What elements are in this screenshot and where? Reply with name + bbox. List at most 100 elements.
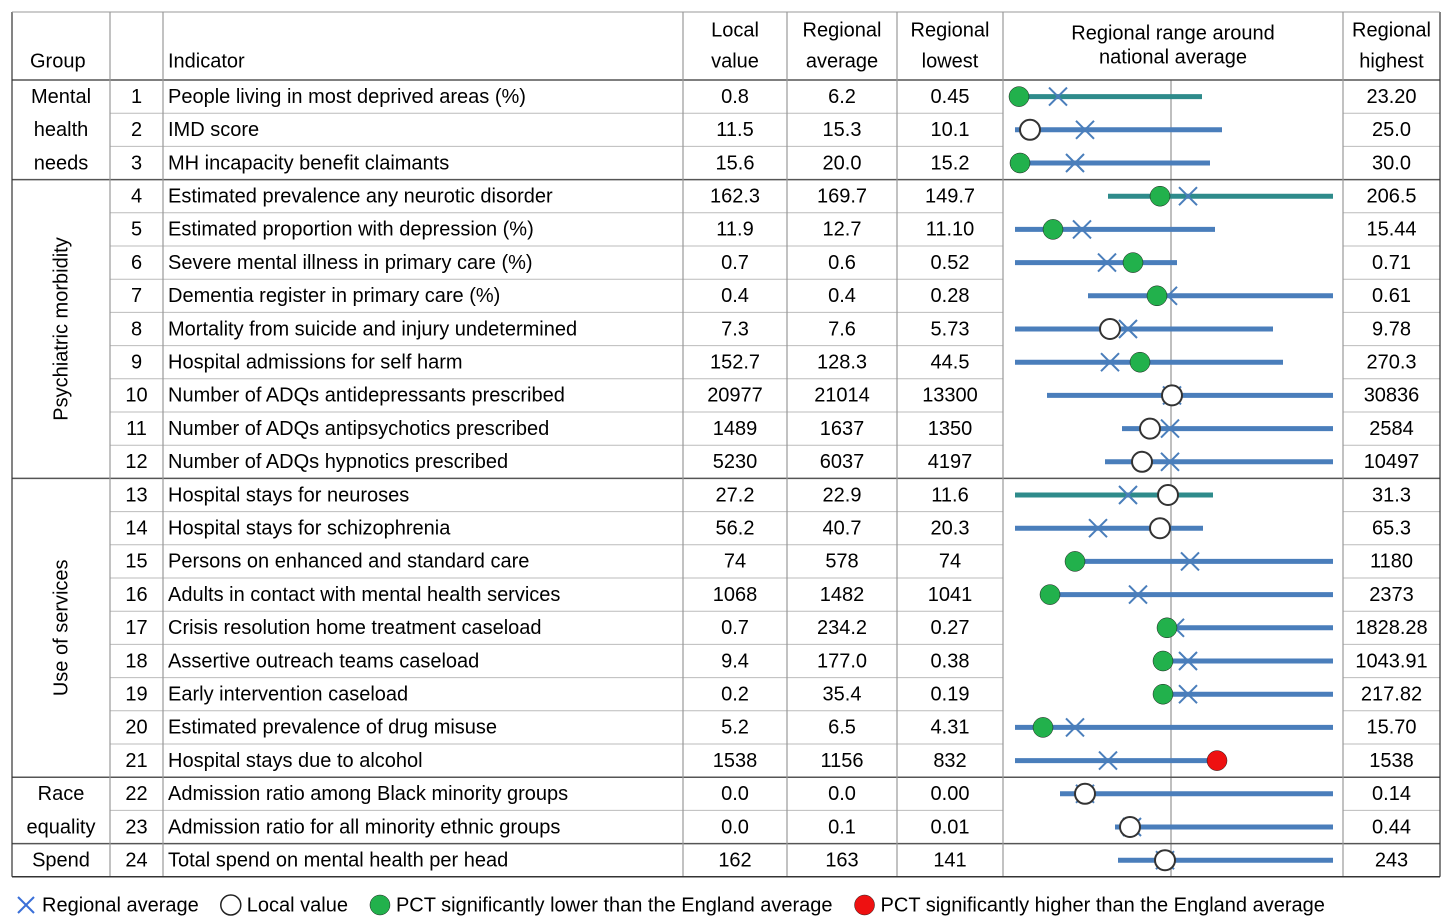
column-header: value xyxy=(711,50,759,72)
local-value-marker xyxy=(1152,683,1174,705)
indicator: Dementia register in primary care (%) xyxy=(168,285,500,307)
cell: 1156 xyxy=(820,750,863,772)
indicator: Admission ratio among Black minority gro… xyxy=(168,783,568,805)
local-value-marker xyxy=(1206,750,1228,771)
cell: 20977 xyxy=(707,385,763,407)
cell: 15.44 xyxy=(1366,219,1416,241)
cell: 234.2 xyxy=(817,617,867,639)
cell: 0.0 xyxy=(721,783,749,805)
local-value-marker xyxy=(1119,816,1141,838)
cell: 217.82 xyxy=(1361,683,1422,705)
indicator: MH incapacity benefit claimants xyxy=(168,152,449,174)
cell: 169.7 xyxy=(817,185,867,207)
cell: 12.7 xyxy=(823,219,862,241)
cell: 10497 xyxy=(1364,451,1420,473)
column-header: Regional xyxy=(911,19,990,41)
group-label: Use of services xyxy=(50,559,72,696)
legend-label: Regional average xyxy=(42,894,199,916)
cell: 6.2 xyxy=(828,86,856,108)
regional-average-marker xyxy=(1178,651,1198,671)
cell: 12 xyxy=(125,451,147,473)
cell: 578 xyxy=(825,551,858,573)
legend-icon xyxy=(17,896,35,914)
indicator: IMD score xyxy=(168,119,259,141)
regional-average-marker xyxy=(1128,584,1148,605)
cell: 0.52 xyxy=(931,252,970,274)
cell: 44.5 xyxy=(931,351,970,373)
cell: 0.6 xyxy=(828,252,856,274)
cell: 20 xyxy=(125,717,147,739)
cell: 1041 xyxy=(928,584,973,606)
cell: 20.3 xyxy=(931,517,970,539)
cell: 0.7 xyxy=(721,252,749,274)
local-value-marker xyxy=(1064,551,1086,572)
cell: 5230 xyxy=(713,451,758,473)
regional-average-marker xyxy=(1178,186,1198,206)
cell: 1482 xyxy=(820,584,865,606)
cell: 177.0 xyxy=(817,650,867,672)
local-value-marker xyxy=(1154,849,1176,872)
indicator: Total spend on mental health per head xyxy=(168,849,508,871)
cell: 243 xyxy=(1375,849,1408,871)
indicator: Hospital admissions for self harm xyxy=(168,351,463,373)
cell: 15.2 xyxy=(931,152,970,174)
cell: 56.2 xyxy=(716,517,755,539)
regional-average-marker xyxy=(1065,717,1085,738)
column-header: national average xyxy=(1099,46,1247,68)
cell: 0.2 xyxy=(721,683,749,705)
indicator: Early intervention caseload xyxy=(168,683,408,705)
cell: 0.44 xyxy=(1372,816,1411,838)
local-value-marker xyxy=(1149,517,1171,540)
cell: 1350 xyxy=(928,418,973,440)
group-label: Mental xyxy=(31,86,91,108)
local-value-marker xyxy=(1157,484,1179,506)
indicator: Crisis resolution home treatment caseloa… xyxy=(168,617,542,639)
cell: 30.0 xyxy=(1372,152,1411,174)
local-value-marker xyxy=(1042,219,1064,240)
cell: 1043.91 xyxy=(1355,650,1427,672)
cell: 5.73 xyxy=(931,318,970,340)
cell: 149.7 xyxy=(925,185,975,207)
cell: 74 xyxy=(939,551,961,573)
cell: 163 xyxy=(825,849,858,871)
cell: 30836 xyxy=(1364,385,1420,407)
cell: 1538 xyxy=(713,750,758,772)
cell: 7 xyxy=(131,285,142,307)
local-value-marker xyxy=(1161,384,1183,407)
regional-average-marker xyxy=(1180,551,1200,572)
group-label: needs xyxy=(34,152,89,174)
local-value-marker xyxy=(1019,118,1041,141)
regional-average-marker xyxy=(1048,86,1068,107)
regional-average-marker xyxy=(1075,120,1095,140)
regional-average-marker xyxy=(1072,219,1092,240)
local-value-marker xyxy=(1152,650,1174,672)
column-header: Indicator xyxy=(168,50,245,72)
indicator: Adults in contact with mental health ser… xyxy=(168,584,560,606)
cell: 7.6 xyxy=(828,318,856,340)
cell: 4197 xyxy=(928,451,973,473)
indicator: Assertive outreach teams caseload xyxy=(168,650,479,672)
indicator: Estimated proportion with depression (%) xyxy=(168,219,534,241)
legend-icon xyxy=(369,894,391,916)
cell: 10 xyxy=(125,385,147,407)
cell: 15.3 xyxy=(823,119,862,141)
cell: 0.01 xyxy=(931,816,970,838)
cell: 5.2 xyxy=(721,717,749,739)
indicator: Number of ADQs antipsychotics prescribed xyxy=(168,418,549,440)
cell: 9.4 xyxy=(721,650,749,672)
cell: 1828.28 xyxy=(1355,617,1427,639)
indicator: Number of ADQs hypnotics prescribed xyxy=(168,451,508,473)
cell: 270.3 xyxy=(1366,351,1416,373)
indicator: Admission ratio for all minority ethnic … xyxy=(168,816,560,838)
cell: 1538 xyxy=(1369,750,1414,772)
cell: 14 xyxy=(125,517,147,539)
group-label: equality xyxy=(27,816,96,838)
local-value-marker xyxy=(1074,782,1096,805)
cell: 40.7 xyxy=(823,517,862,539)
cell: 152.7 xyxy=(710,351,760,373)
cell: 16 xyxy=(125,584,147,606)
cell: 0.00 xyxy=(931,783,970,805)
cell: 18 xyxy=(125,650,147,672)
cell: 25.0 xyxy=(1372,119,1411,141)
